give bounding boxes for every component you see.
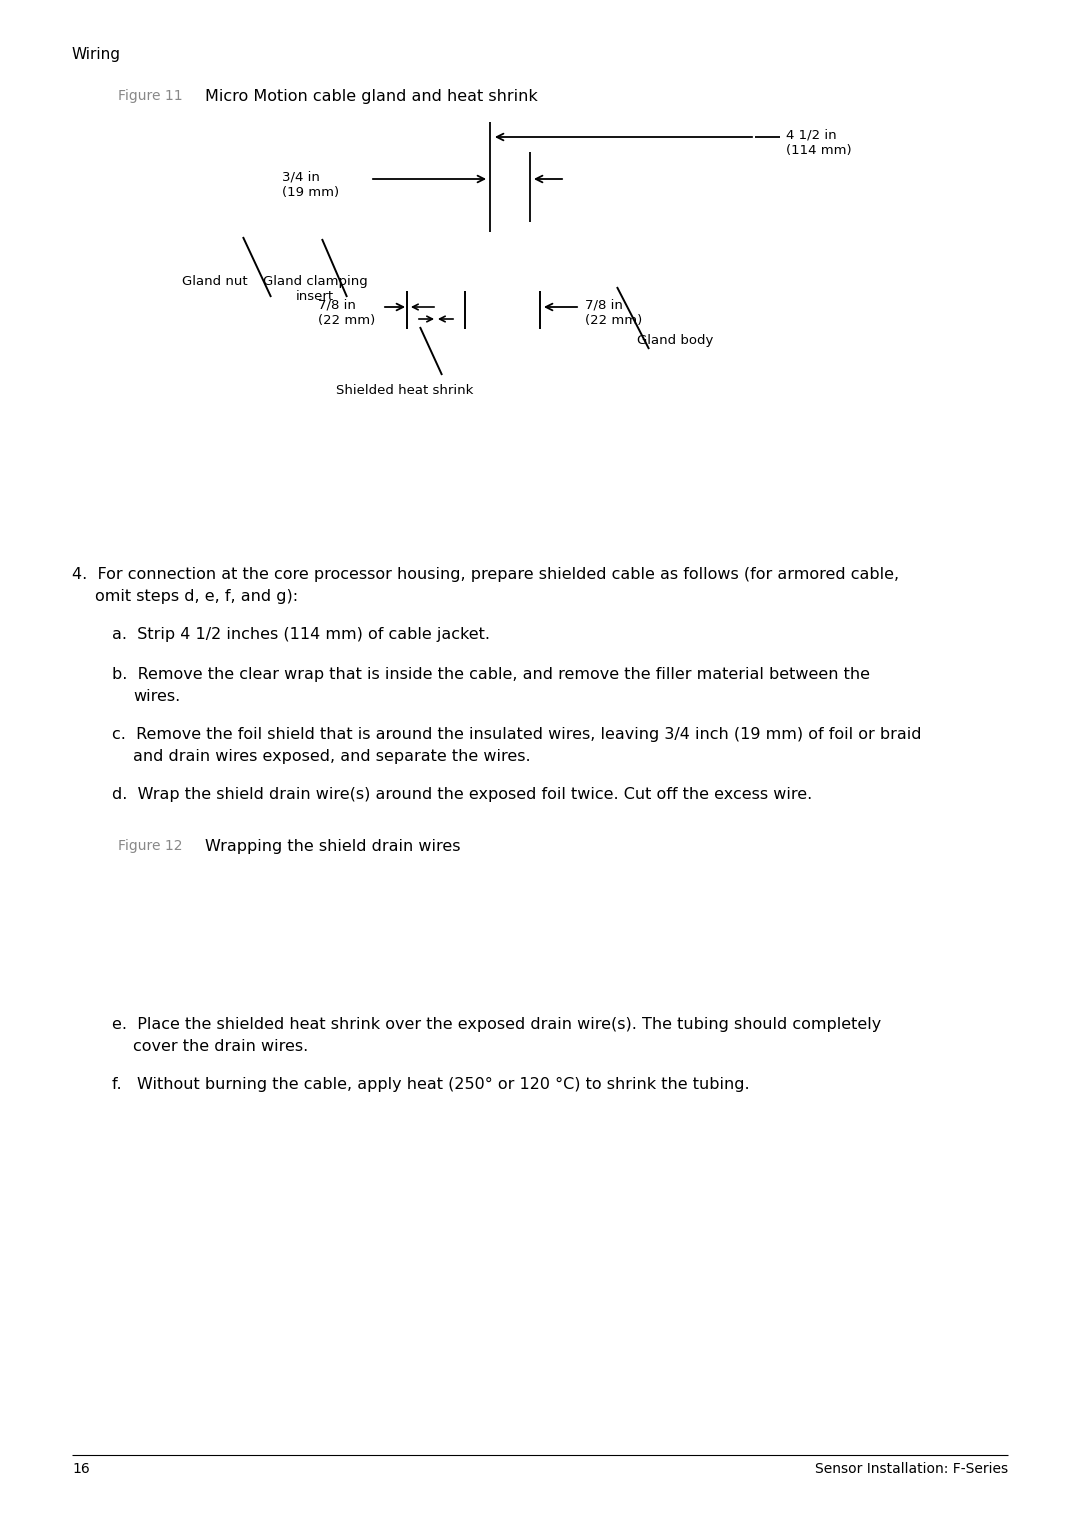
Text: Gland nut: Gland nut — [183, 275, 247, 289]
Text: c.  Remove the foil shield that is around the insulated wires, leaving 3/4 inch : c. Remove the foil shield that is around… — [112, 727, 921, 742]
Text: wires.: wires. — [133, 689, 180, 704]
Text: a.  Strip 4 1/2 inches (114 mm) of cable jacket.: a. Strip 4 1/2 inches (114 mm) of cable … — [112, 628, 490, 641]
Text: Shielded heat shrink: Shielded heat shrink — [336, 383, 474, 397]
Text: 16: 16 — [72, 1461, 90, 1477]
Text: Figure 12: Figure 12 — [118, 838, 183, 854]
Text: Sensor Installation: F-Series: Sensor Installation: F-Series — [815, 1461, 1008, 1477]
Text: d.  Wrap the shield drain wire(s) around the exposed foil twice. Cut off the exc: d. Wrap the shield drain wire(s) around … — [112, 786, 812, 802]
Text: Micro Motion cable gland and heat shrink: Micro Motion cable gland and heat shrink — [205, 89, 538, 104]
Text: Wrapping the shield drain wires: Wrapping the shield drain wires — [205, 838, 460, 854]
Text: 7/8 in
(22 mm): 7/8 in (22 mm) — [318, 299, 375, 327]
Text: 4.  For connection at the core processor housing, prepare shielded cable as foll: 4. For connection at the core processor … — [72, 567, 900, 582]
Text: 7/8 in
(22 mm): 7/8 in (22 mm) — [585, 299, 643, 327]
Text: cover the drain wires.: cover the drain wires. — [133, 1038, 308, 1054]
Text: f.   Without burning the cable, apply heat (250° or 120 °C) to shrink the tubing: f. Without burning the cable, apply heat… — [112, 1077, 750, 1092]
Text: e.  Place the shielded heat shrink over the exposed drain wire(s). The tubing sh: e. Place the shielded heat shrink over t… — [112, 1017, 881, 1032]
Text: Wiring: Wiring — [72, 47, 121, 63]
Text: and drain wires exposed, and separate the wires.: and drain wires exposed, and separate th… — [133, 750, 530, 764]
Text: b.  Remove the clear wrap that is inside the cable, and remove the filler materi: b. Remove the clear wrap that is inside … — [112, 667, 870, 683]
Text: omit steps d, e, f, and g):: omit steps d, e, f, and g): — [95, 589, 298, 605]
Text: 3/4 in
(19 mm): 3/4 in (19 mm) — [282, 171, 339, 199]
Text: Gland body: Gland body — [637, 334, 714, 347]
Text: Figure 11: Figure 11 — [118, 89, 183, 102]
Text: 4 1/2 in
(114 mm): 4 1/2 in (114 mm) — [786, 128, 852, 157]
Text: Gland clamping
insert: Gland clamping insert — [262, 275, 367, 302]
